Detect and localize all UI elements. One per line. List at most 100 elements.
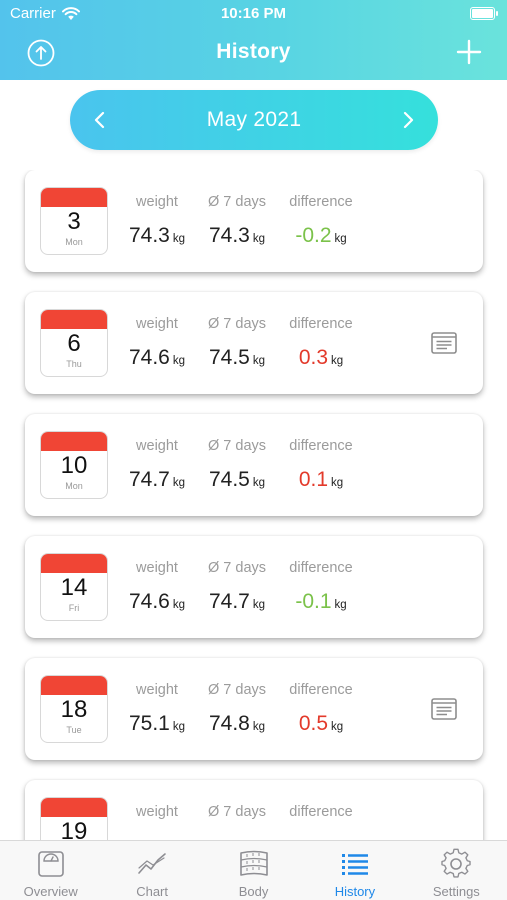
history-entry[interactable]: 14 Fri weight 74.6 kg Ø 7 days 74.7 kg dif… xyxy=(25,536,483,638)
add-icon[interactable] xyxy=(455,38,483,66)
avg-value: 74.5 kg xyxy=(208,468,266,491)
calendar-icon: 14 Fri xyxy=(40,553,108,621)
avg-column: Ø 7 days 74.5 kg xyxy=(201,316,273,370)
calendar-icon: 18 Tue xyxy=(40,675,108,743)
note-icon[interactable] xyxy=(431,698,457,720)
entry-day: 10 xyxy=(60,452,88,479)
avg-value: 74.8 kg xyxy=(208,712,266,735)
chevron-left-icon[interactable] xyxy=(88,108,112,132)
tab-label: History xyxy=(334,884,376,899)
diff-label: difference xyxy=(289,194,353,210)
entry-day: 6 xyxy=(67,330,81,357)
diff-column: difference xyxy=(281,804,361,820)
weight-value: 75.1 kg xyxy=(128,712,186,735)
gear-icon xyxy=(441,848,472,878)
weight-value: 74.7 kg xyxy=(128,468,186,491)
weight-label: weight xyxy=(136,438,178,454)
avg-label: Ø 7 days xyxy=(207,194,267,210)
avg-column: Ø 7 days 74.3 kg xyxy=(201,194,273,248)
diff-column: difference -0.2 kg xyxy=(281,194,361,248)
weight-column: weight 74.6 kg xyxy=(125,560,189,614)
tab-chart[interactable]: Chart xyxy=(101,841,202,900)
weight-column: weight 75.1 kg xyxy=(125,682,189,736)
avg-label: Ø 7 days xyxy=(207,560,267,576)
avg-label: Ø 7 days xyxy=(207,438,267,454)
list-icon xyxy=(341,854,368,875)
history-entry[interactable]: 10 Mon weight 74.7 kg Ø 7 days 74.5 kg dif… xyxy=(25,414,483,516)
calendar-icon: 10 Mon xyxy=(40,431,108,499)
diff-column: difference -0.1 kg xyxy=(281,560,361,614)
chart-icon xyxy=(138,853,166,874)
avg-label: Ø 7 days xyxy=(207,682,267,698)
month-picker: May 2021 xyxy=(70,90,438,150)
status-time: 10:16 PM xyxy=(220,5,287,22)
history-entry[interactable]: 18 Tue weight 75.1 kg Ø 7 days 74.8 kg dif… xyxy=(25,658,483,760)
entry-weekday: Thu xyxy=(66,359,82,369)
tab-bar: Overview Chart Body History Settings xyxy=(0,840,507,900)
avg-column: Ø 7 days 74.8 kg xyxy=(201,682,273,736)
tab-settings[interactable]: Settings xyxy=(406,841,507,900)
entry-day: 19 xyxy=(60,818,88,840)
entry-weekday: Mon xyxy=(65,237,83,247)
diff-label: difference xyxy=(289,438,353,454)
weight-value: 74.6 kg xyxy=(128,590,186,613)
avg-column: Ø 7 days 74.5 kg xyxy=(201,438,273,492)
carrier-info: Carrier xyxy=(10,5,80,22)
weight-column: weight xyxy=(125,804,189,820)
tab-body[interactable]: Body xyxy=(203,841,304,900)
avg-column: Ø 7 days 74.7 kg xyxy=(201,560,273,614)
carrier-label: Carrier xyxy=(10,5,56,22)
tab-label: Overview xyxy=(23,884,78,899)
weight-label: weight xyxy=(136,560,178,576)
weight-column: weight 74.6 kg xyxy=(125,316,189,370)
history-entry[interactable]: 6 Thu weight 74.6 kg Ø 7 days 74.5 kg diff… xyxy=(25,292,483,394)
diff-value: 0.5 kg xyxy=(298,712,344,735)
diff-label: difference xyxy=(289,316,353,332)
history-list[interactable]: 3 Mon weight 74.3 kg Ø 7 days 74.3 kg diff… xyxy=(0,170,507,840)
avg-label: Ø 7 days xyxy=(207,804,267,820)
tab-overview[interactable]: Overview xyxy=(0,841,101,900)
avg-column: Ø 7 days xyxy=(201,804,273,820)
diff-value: 0.3 kg xyxy=(298,346,344,369)
wifi-icon xyxy=(61,6,80,20)
scale-icon xyxy=(37,851,64,877)
diff-column: difference 0.5 kg xyxy=(281,682,361,736)
diff-label: difference xyxy=(289,560,353,576)
note-icon[interactable] xyxy=(431,332,457,354)
diff-label: difference xyxy=(289,682,353,698)
entry-day: 18 xyxy=(60,696,88,723)
weight-label: weight xyxy=(136,194,178,210)
weight-column: weight 74.3 kg xyxy=(125,194,189,248)
weight-value: 74.3 kg xyxy=(128,224,186,247)
history-entry[interactable]: 3 Mon weight 74.3 kg Ø 7 days 74.3 kg diff… xyxy=(25,170,483,272)
weight-label: weight xyxy=(136,804,178,820)
entry-day: 3 xyxy=(67,208,81,235)
tab-history[interactable]: History xyxy=(304,841,405,900)
history-entry[interactable]: 19 weight Ø 7 days difference xyxy=(25,780,483,840)
avg-value: 74.3 kg xyxy=(208,224,266,247)
diff-column: difference 0.3 kg xyxy=(281,316,361,370)
diff-value: -0.1 kg xyxy=(295,590,347,613)
avg-value: 74.7 kg xyxy=(208,590,266,613)
nav-header: Carrier 10:16 PM History xyxy=(0,0,507,80)
diff-value: -0.2 kg xyxy=(295,224,347,247)
chevron-right-icon[interactable] xyxy=(396,108,420,132)
entry-weekday: Fri xyxy=(68,603,80,613)
entry-weekday: Tue xyxy=(66,725,82,735)
weight-value: 74.6 kg xyxy=(128,346,186,369)
entry-weekday: Mon xyxy=(65,481,83,491)
tab-label: Settings xyxy=(432,884,480,899)
weight-label: weight xyxy=(136,682,178,698)
diff-label: difference xyxy=(289,804,353,820)
weight-label: weight xyxy=(136,316,178,332)
avg-label: Ø 7 days xyxy=(207,316,267,332)
month-label: May 2021 xyxy=(206,108,302,131)
entry-day: 14 xyxy=(60,574,88,601)
status-bar: Carrier 10:16 PM xyxy=(0,0,507,28)
upload-icon[interactable] xyxy=(26,38,56,68)
diff-column: difference 0.1 kg xyxy=(281,438,361,492)
tab-label: Chart xyxy=(136,884,168,899)
calendar-icon: 3 Mon xyxy=(40,187,108,255)
page-title: History xyxy=(216,40,291,63)
diff-value: 0.1 kg xyxy=(298,468,344,491)
